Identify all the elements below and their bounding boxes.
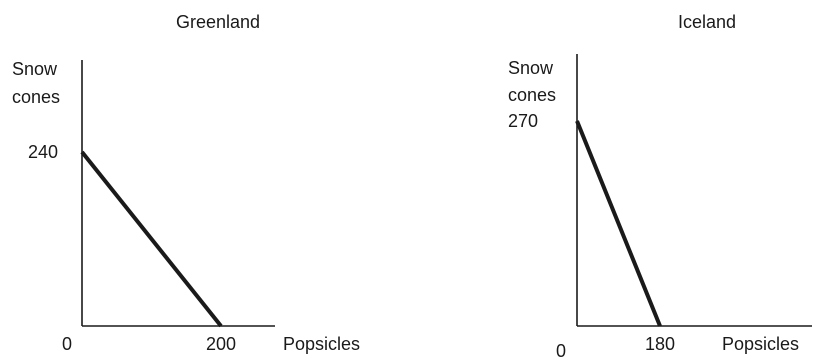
greenland-origin-label: 0: [62, 334, 72, 354]
iceland-y-axis-label-line-2: cones: [508, 85, 556, 105]
greenland-x-axis-label: Popsicles: [283, 334, 360, 354]
greenland-y-axis-label-line-2: cones: [12, 87, 60, 107]
greenland-y-axis-label-line-1: Snow: [12, 59, 58, 79]
iceland-ppf-line: [575, 120, 662, 327]
iceland-x-axis-label: Popsicles: [722, 334, 799, 354]
iceland-chart: Iceland Snow cones 270 180 0 Popsicles: [508, 12, 812, 360]
greenland-chart: Greenland Snow cones 240 200 0 Popsicles: [12, 12, 360, 354]
iceland-y-axis-label-line-1: Snow: [508, 58, 554, 78]
greenland-y-tick-240: 240: [28, 142, 58, 162]
greenland-title: Greenland: [176, 12, 260, 32]
iceland-y-tick-270: 270: [508, 111, 538, 131]
iceland-origin-label: 0: [556, 341, 566, 360]
greenland-ppf-line: [80, 150, 223, 328]
greenland-x-tick-200: 200: [206, 334, 236, 354]
iceland-title: Iceland: [678, 12, 736, 32]
iceland-x-tick-180: 180: [645, 334, 675, 354]
